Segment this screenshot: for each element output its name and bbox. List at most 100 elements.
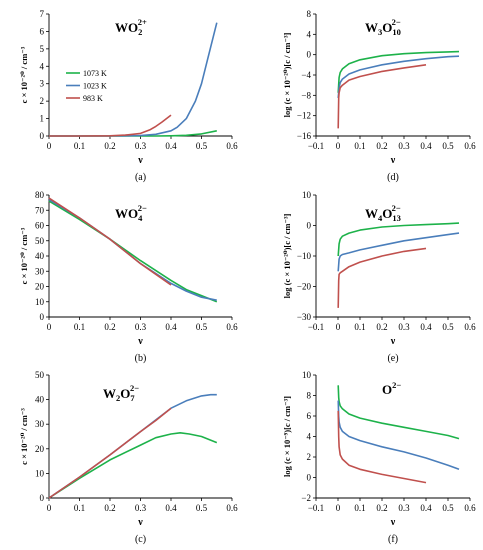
y-tick-label: 8 bbox=[307, 391, 312, 401]
y-axis-label: log (c × 10⁻⁹)[c / cm⁻³] bbox=[282, 396, 292, 477]
y-tick-label: 2 bbox=[307, 452, 312, 462]
panel-label: (b) bbox=[135, 353, 147, 364]
y-tick-label: 6 bbox=[307, 411, 312, 421]
x-axis-label: ν bbox=[137, 517, 143, 528]
chart-a: 0 1 2 3 4 5 6 7 0 0.1 0.2 0.3 0.4 0.5 0.6 c × 10⁻²⁰ / c… bbox=[19, 9, 238, 183]
y-tick-label: 80 bbox=[35, 190, 45, 200]
series-line-1073k bbox=[48, 431, 218, 499]
y-tick-label: −4 bbox=[301, 70, 311, 80]
series-line-1023k bbox=[49, 22, 218, 137]
x-tick-label: 0 bbox=[47, 503, 52, 513]
chart-b: 0 10 20 30 40 50 60 70 80 0 0.1 0.2 0.3 0.4 0.5 0.6 c × … bbox=[19, 190, 238, 364]
y-tick-label: 0 bbox=[40, 493, 45, 503]
y-tick-label: 7 bbox=[40, 9, 45, 19]
x-axis-label: ν bbox=[137, 336, 143, 347]
y-tick-label: 10 bbox=[35, 468, 45, 478]
y-tick-label: −30 bbox=[297, 312, 312, 322]
panel-label: (c) bbox=[135, 534, 146, 545]
y-tick-label: −20 bbox=[297, 282, 312, 292]
x-tick-label: 0.3 bbox=[398, 503, 410, 513]
x-tick-label: 0.5 bbox=[442, 322, 454, 332]
y-tick-label: 10 bbox=[302, 370, 312, 380]
y-tick-label: 60 bbox=[35, 221, 45, 231]
y-tick-label: 1 bbox=[40, 114, 45, 124]
series-line-983k bbox=[337, 247, 427, 308]
y-axis-label: log (c × 10⁻²⁰)[c / cm⁻³] bbox=[282, 213, 292, 298]
x-tick-label: 0.6 bbox=[464, 503, 476, 513]
series-line-983k bbox=[49, 114, 172, 137]
chart-e: −30 −20 −10 0 10 −0.1 0 0.1 0.2 0.3 0.4 0.5 0.6 log (… bbox=[282, 190, 476, 364]
series-line-1073k bbox=[337, 385, 460, 440]
y-tick-label: 40 bbox=[35, 251, 45, 261]
y-tick-label: 10 bbox=[302, 190, 312, 200]
series-line-1073k bbox=[337, 50, 460, 93]
y-tick-label: 4 bbox=[307, 432, 312, 442]
y-tick-label: 50 bbox=[35, 370, 45, 380]
series-line-1023k bbox=[337, 232, 460, 272]
x-axis-label: ν bbox=[390, 155, 396, 166]
legend-label: 1073 K bbox=[83, 69, 107, 78]
x-tick-label: −0.1 bbox=[308, 141, 324, 151]
x-tick-label: 0.5 bbox=[442, 141, 454, 151]
chart-d: −16 −12 −8 −4 0 4 8 −0.1 0 0.1 0.2 0.3 0.4 0.5 0.6 log … bbox=[282, 9, 476, 183]
x-tick-label: 0 bbox=[336, 322, 341, 332]
x-tick-label: 0.1 bbox=[354, 503, 365, 513]
x-tick-label: 0.4 bbox=[165, 322, 177, 332]
x-tick-label: 0.2 bbox=[104, 322, 115, 332]
y-axis-label: c × 10⁻²⁰ / cm⁻³ bbox=[19, 46, 29, 103]
panel-label: (f) bbox=[388, 534, 398, 545]
y-axis-label: log (c × 10⁻²⁰)[c / cm⁻³] bbox=[282, 32, 292, 117]
x-tick-label: 0.6 bbox=[464, 322, 476, 332]
series-line-1073k bbox=[337, 222, 460, 257]
x-tick-label: 0.2 bbox=[376, 141, 387, 151]
y-tick-label: 6 bbox=[40, 26, 45, 36]
x-tick-label: 0.3 bbox=[398, 322, 410, 332]
y-axis-label: c × 10⁻²⁰ / cm⁻³ bbox=[19, 227, 29, 284]
y-tick-label: 0 bbox=[307, 50, 312, 60]
x-tick-label: 0.5 bbox=[196, 141, 208, 151]
species-title: WO42− bbox=[115, 203, 147, 223]
y-tick-label: 8 bbox=[307, 9, 312, 19]
legend-label: 1023 K bbox=[83, 82, 107, 91]
x-tick-label: 0 bbox=[47, 141, 52, 151]
y-tick-label: −2 bbox=[301, 493, 311, 503]
y-tick-label: −10 bbox=[297, 251, 312, 261]
x-axis-label: ν bbox=[390, 517, 396, 528]
series-line-1023k bbox=[337, 55, 460, 98]
x-tick-label: 0.6 bbox=[464, 141, 476, 151]
x-tick-label: 0.1 bbox=[354, 322, 365, 332]
y-tick-label: 30 bbox=[35, 419, 45, 429]
x-tick-label: 0.3 bbox=[135, 322, 147, 332]
series-line-983k bbox=[337, 64, 427, 129]
species-title: W3O102− bbox=[365, 17, 401, 37]
y-tick-label: 20 bbox=[35, 444, 45, 454]
x-tick-label: 0.6 bbox=[226, 503, 238, 513]
species-title: W4O132− bbox=[365, 203, 401, 223]
x-tick-label: 0 bbox=[336, 503, 341, 513]
species-title: O2− bbox=[382, 380, 401, 397]
series-line-983k bbox=[48, 197, 172, 286]
x-tick-label: 0.2 bbox=[376, 503, 387, 513]
y-tick-label: 70 bbox=[35, 205, 45, 215]
x-tick-label: 0.1 bbox=[74, 141, 85, 151]
y-tick-label: 30 bbox=[35, 266, 45, 276]
x-tick-label: 0.4 bbox=[165, 141, 177, 151]
x-tick-label: 0.2 bbox=[104, 141, 115, 151]
y-tick-label: 10 bbox=[35, 297, 45, 307]
x-tick-label: 0.4 bbox=[420, 503, 432, 513]
y-tick-label: 0 bbox=[307, 221, 312, 231]
x-axis-label: ν bbox=[390, 336, 396, 347]
x-tick-label: 0.5 bbox=[196, 503, 208, 513]
x-tick-label: 0.5 bbox=[196, 322, 208, 332]
x-tick-label: 0.2 bbox=[376, 322, 387, 332]
x-tick-label: 0.3 bbox=[398, 141, 410, 151]
y-tick-label: 0 bbox=[40, 312, 45, 322]
y-tick-label: −16 bbox=[297, 131, 312, 141]
y-tick-label: 4 bbox=[40, 61, 45, 71]
y-tick-label: 40 bbox=[35, 395, 45, 405]
x-tick-label: 0.3 bbox=[135, 503, 147, 513]
species-title: W2O72− bbox=[103, 383, 139, 403]
x-tick-label: 0.5 bbox=[442, 503, 454, 513]
x-tick-label: 0.4 bbox=[420, 141, 432, 151]
x-tick-label: 0.1 bbox=[354, 141, 365, 151]
